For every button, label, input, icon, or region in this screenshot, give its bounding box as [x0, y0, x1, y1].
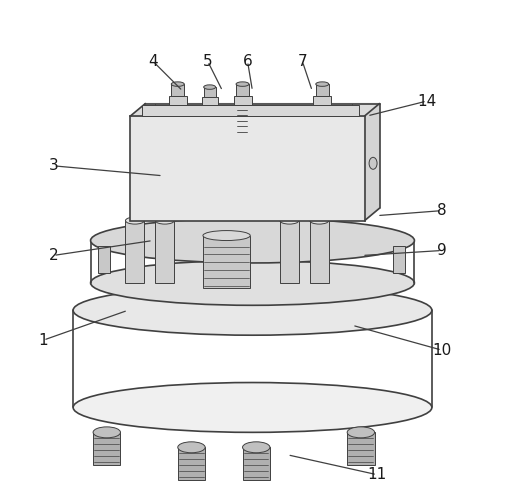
Ellipse shape — [203, 230, 250, 240]
Ellipse shape — [90, 261, 415, 305]
Ellipse shape — [347, 427, 375, 438]
Ellipse shape — [178, 442, 205, 453]
Text: 7: 7 — [297, 54, 307, 69]
FancyBboxPatch shape — [178, 447, 205, 479]
Ellipse shape — [90, 218, 415, 263]
FancyBboxPatch shape — [156, 220, 174, 283]
Text: 8: 8 — [437, 203, 446, 218]
FancyBboxPatch shape — [234, 96, 251, 105]
Ellipse shape — [156, 217, 174, 224]
Ellipse shape — [93, 427, 121, 438]
FancyBboxPatch shape — [98, 245, 110, 273]
FancyBboxPatch shape — [310, 220, 329, 283]
FancyBboxPatch shape — [393, 245, 405, 273]
Ellipse shape — [73, 286, 432, 335]
FancyBboxPatch shape — [169, 96, 187, 105]
Text: 1: 1 — [38, 333, 48, 348]
Text: 6: 6 — [242, 54, 252, 69]
FancyBboxPatch shape — [204, 87, 216, 97]
Ellipse shape — [369, 157, 377, 169]
Text: 10: 10 — [432, 343, 451, 358]
FancyBboxPatch shape — [93, 432, 121, 465]
FancyBboxPatch shape — [280, 220, 299, 283]
Ellipse shape — [242, 442, 270, 453]
Text: 14: 14 — [417, 94, 436, 109]
Ellipse shape — [310, 217, 329, 224]
Ellipse shape — [171, 82, 184, 86]
Text: 11: 11 — [368, 467, 387, 482]
FancyBboxPatch shape — [242, 447, 270, 479]
Text: 2: 2 — [48, 248, 58, 263]
FancyBboxPatch shape — [203, 235, 250, 288]
Text: 5: 5 — [203, 54, 213, 69]
Polygon shape — [365, 104, 380, 220]
Text: 3: 3 — [48, 158, 58, 173]
FancyBboxPatch shape — [130, 116, 365, 220]
Ellipse shape — [204, 85, 216, 89]
FancyBboxPatch shape — [347, 432, 375, 465]
Ellipse shape — [73, 383, 432, 432]
FancyBboxPatch shape — [236, 84, 249, 96]
FancyBboxPatch shape — [125, 220, 144, 283]
Ellipse shape — [236, 82, 249, 86]
FancyBboxPatch shape — [171, 84, 184, 96]
Ellipse shape — [280, 217, 299, 224]
Ellipse shape — [125, 217, 144, 224]
FancyBboxPatch shape — [313, 96, 331, 105]
Text: 9: 9 — [437, 243, 447, 258]
FancyBboxPatch shape — [316, 84, 329, 96]
FancyBboxPatch shape — [142, 105, 359, 116]
FancyBboxPatch shape — [201, 97, 218, 105]
Text: 4: 4 — [148, 54, 158, 69]
Polygon shape — [130, 104, 380, 116]
Ellipse shape — [316, 82, 329, 86]
